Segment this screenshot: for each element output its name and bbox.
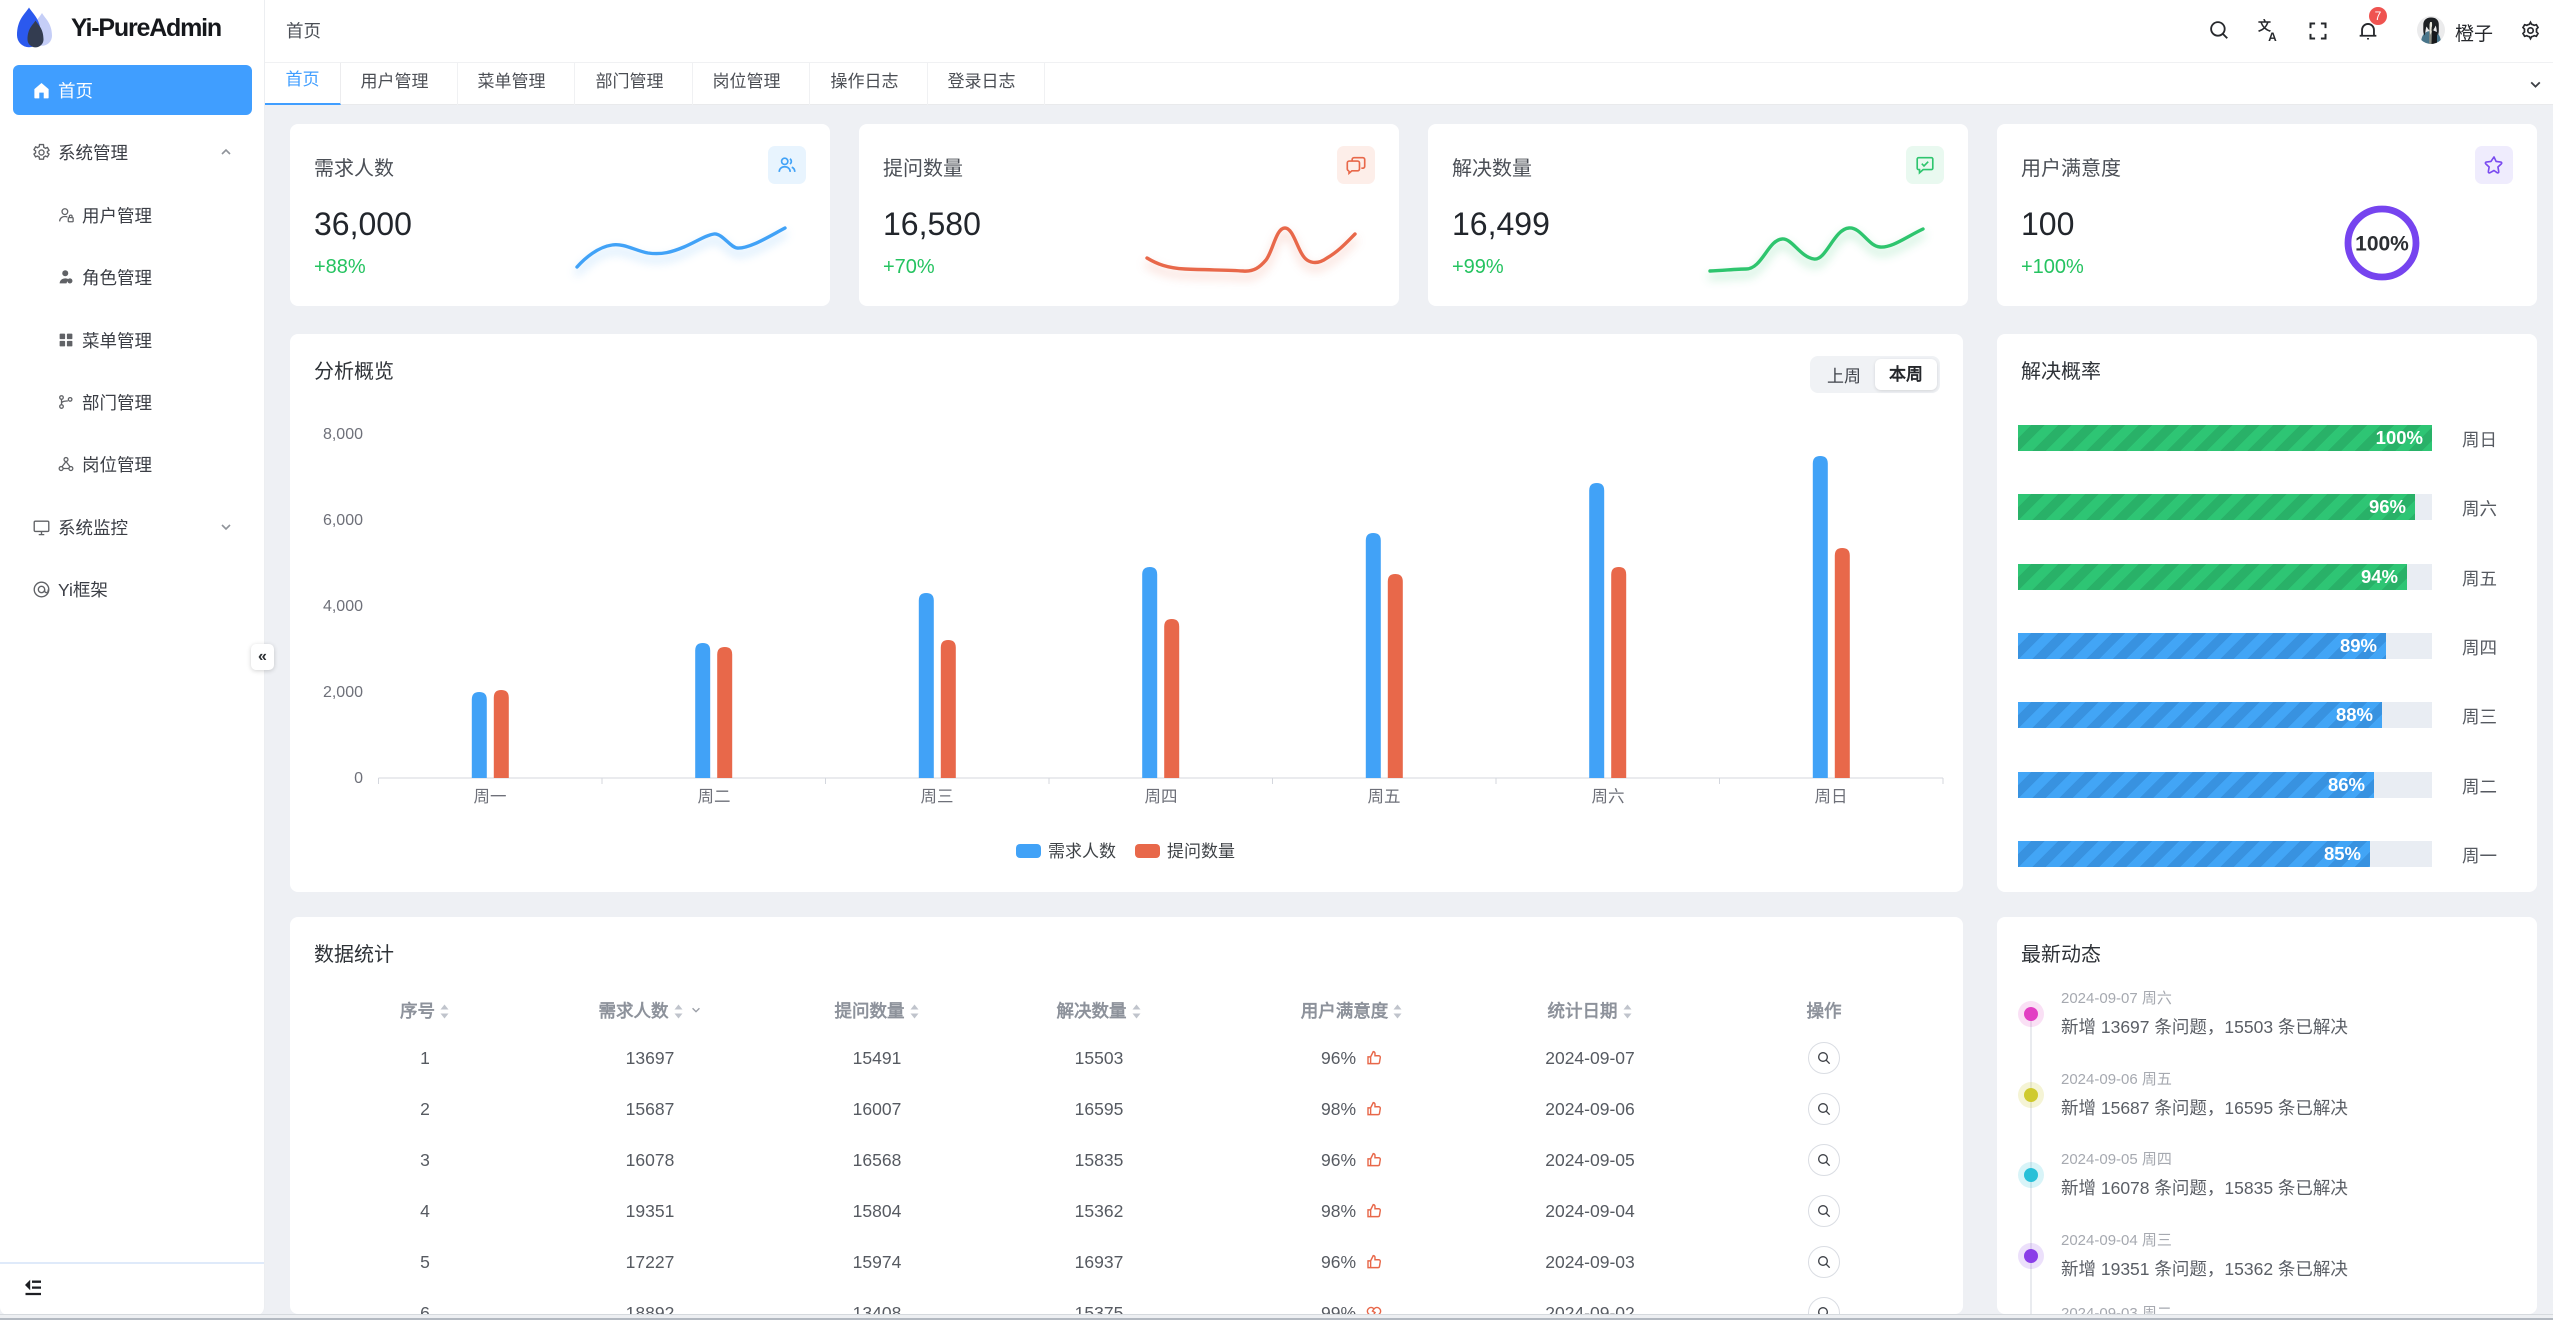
svg-text:周三: 周三 (921, 788, 954, 806)
svg-text:0: 0 (354, 770, 363, 787)
svg-text:提问数量: 提问数量 (1167, 842, 1235, 861)
svg-text:文: 文 (2258, 19, 2272, 34)
svg-text:2,000: 2,000 (323, 684, 363, 701)
svg-text:周四: 周四 (1145, 788, 1178, 806)
svg-text:A: A (2268, 30, 2277, 42)
svg-text:6,000: 6,000 (323, 512, 363, 529)
svg-text:100%: 100% (2355, 233, 2409, 256)
svg-text:周六: 周六 (1592, 787, 1625, 806)
svg-text:周日: 周日 (1815, 788, 1848, 806)
svg-text:8,000: 8,000 (323, 426, 363, 443)
svg-text:4,000: 4,000 (323, 598, 363, 615)
svg-text:周五: 周五 (1368, 788, 1401, 806)
svg-text:周一: 周一 (474, 788, 507, 806)
svg-text:周二: 周二 (698, 788, 731, 806)
svg-text:需求人数: 需求人数 (1048, 842, 1116, 861)
